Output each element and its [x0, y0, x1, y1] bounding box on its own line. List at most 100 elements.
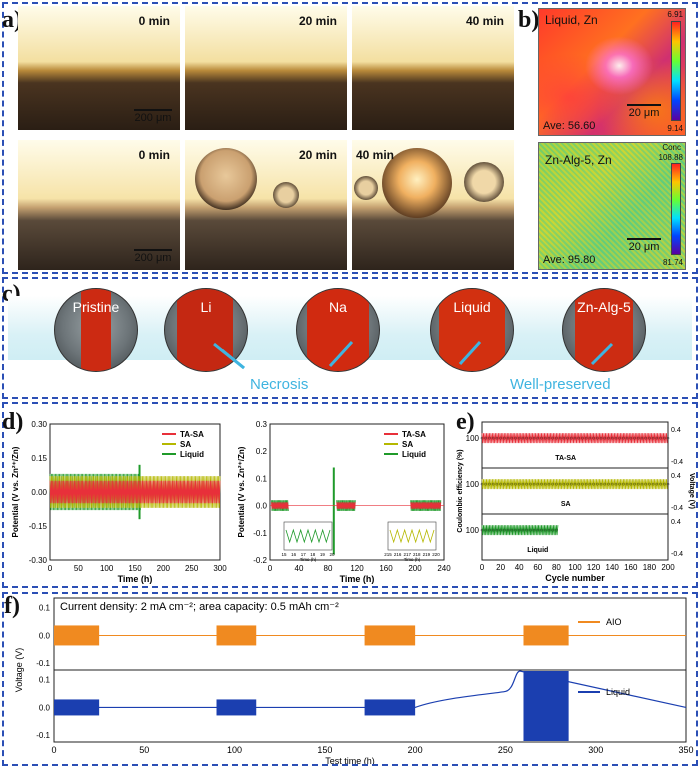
series-Liquid-block: [523, 671, 569, 741]
series-Liquid-baseline: [54, 670, 687, 709]
ce-point: [555, 482, 558, 486]
ce-point: [633, 482, 636, 486]
ce-point: [525, 528, 528, 532]
time-label: 0 min: [138, 148, 170, 162]
ce-point: [614, 436, 618, 440]
legend-label: TA-SA: [402, 430, 426, 439]
ce-point: [592, 482, 595, 486]
ce-point: [517, 482, 521, 486]
ce-point: [633, 436, 636, 440]
ce-point: [525, 436, 528, 440]
ce-point: [648, 436, 651, 440]
ce-point: [491, 528, 495, 532]
ce-point: [517, 436, 521, 440]
x-axis-label: Time (h): [118, 574, 153, 584]
ce-point: [584, 482, 588, 486]
x-tick-label: 0: [51, 745, 56, 755]
ce-point: [547, 528, 551, 532]
ce-point: [551, 482, 554, 486]
y-tick-label: -0.1: [36, 731, 50, 740]
ce-point: [618, 482, 621, 486]
legend-label: TA-SA: [180, 430, 204, 439]
scale-bar: 200 μm: [134, 109, 172, 124]
y-right-tick: 0.4: [671, 519, 681, 526]
ce-point: [510, 528, 514, 532]
x-tick-label: 50: [74, 564, 83, 573]
series-TA-SA: [49, 480, 221, 504]
ce-point: [510, 482, 514, 486]
ce-point: [484, 528, 488, 532]
ce-point: [562, 482, 566, 486]
ce-point: [581, 482, 584, 486]
x-tick-label: 40: [515, 563, 524, 572]
ce-point: [521, 528, 525, 532]
legend-label: AIO: [606, 617, 622, 627]
inset-trace: [389, 528, 435, 544]
inset-tick: 215: [384, 552, 392, 557]
x-tick-label: 20: [496, 563, 505, 572]
arrow-na: [328, 340, 354, 368]
ce-point: [644, 436, 647, 440]
y-tick-label: 0.00: [31, 488, 47, 497]
inset-tick: 218: [413, 552, 421, 557]
ce-point: [640, 436, 644, 440]
ce-point: [543, 482, 547, 486]
well-preserved-label: Well-preserved: [510, 376, 611, 393]
ce-point: [536, 528, 540, 532]
ce-point: [480, 482, 484, 486]
series-Liquid-block: [364, 699, 416, 716]
heatmap-title: Zn-Alg-5, Zn: [545, 153, 612, 167]
ce-point: [625, 482, 629, 486]
ce-point: [666, 436, 670, 440]
ce-point: [625, 436, 629, 440]
ce-point: [622, 436, 625, 440]
inset-tick: 15: [281, 552, 287, 557]
x-tick-label: 0: [268, 564, 273, 573]
ce-point: [666, 482, 670, 486]
x-tick-label: 250: [185, 564, 199, 573]
panel-ab-frame: [2, 2, 698, 274]
y-tick-label: 0.0: [39, 631, 51, 640]
color-scale-min: 81.74: [662, 258, 683, 267]
color-scale-bar: [671, 21, 681, 121]
time-label: 0 min: [138, 14, 170, 28]
subplot-frame: [481, 513, 669, 561]
ce-point: [573, 436, 577, 440]
ce-point: [599, 482, 603, 486]
x-tick-label: 50: [139, 745, 149, 755]
ce-point: [506, 482, 510, 486]
ce-point: [540, 436, 543, 440]
ce-point: [529, 436, 532, 440]
inset-tick: 217: [403, 552, 411, 557]
x-tick-label: 40: [295, 564, 304, 573]
ce-point: [607, 436, 610, 440]
ce-point: [495, 436, 499, 440]
panel-c-frame: [2, 277, 698, 399]
inset-trace: [285, 528, 331, 544]
chart-f: Current density: 2 mA cm⁻²; area capacit…: [14, 597, 694, 764]
ce-point: [532, 436, 536, 440]
y-tick-label: 0.1: [39, 604, 51, 613]
ce-point: [592, 436, 595, 440]
y-tick-label: -0.30: [29, 556, 48, 565]
sample-zn-alg5: Zn-Alg-5: [562, 288, 646, 372]
inset-tick: 17: [301, 552, 307, 557]
y-tick-label: 0.30: [31, 420, 47, 429]
sample-liquid: Liquid: [430, 288, 514, 372]
y-axis-label: Potential (V vs. Zn²⁺/Zn): [237, 446, 246, 537]
ce-point: [603, 436, 607, 440]
sample-pristine: Pristine: [54, 288, 138, 372]
y-tick-label: 0.1: [256, 474, 268, 483]
ce-point: [662, 482, 666, 486]
color-scale-max: 6.91: [667, 10, 683, 19]
inset-xlabel: Time (h): [404, 557, 421, 562]
x-tick-label: 80: [552, 563, 561, 572]
time-label: 20 min: [298, 14, 337, 28]
series-label: TA-SA: [555, 455, 576, 462]
time-label: 40 min: [356, 148, 395, 162]
inset-tick: 16: [291, 552, 297, 557]
ce-point: [503, 482, 506, 486]
ce-point: [651, 436, 655, 440]
ce-point: [659, 482, 662, 486]
micrograph-bottom-20: 20 min: [185, 140, 347, 270]
